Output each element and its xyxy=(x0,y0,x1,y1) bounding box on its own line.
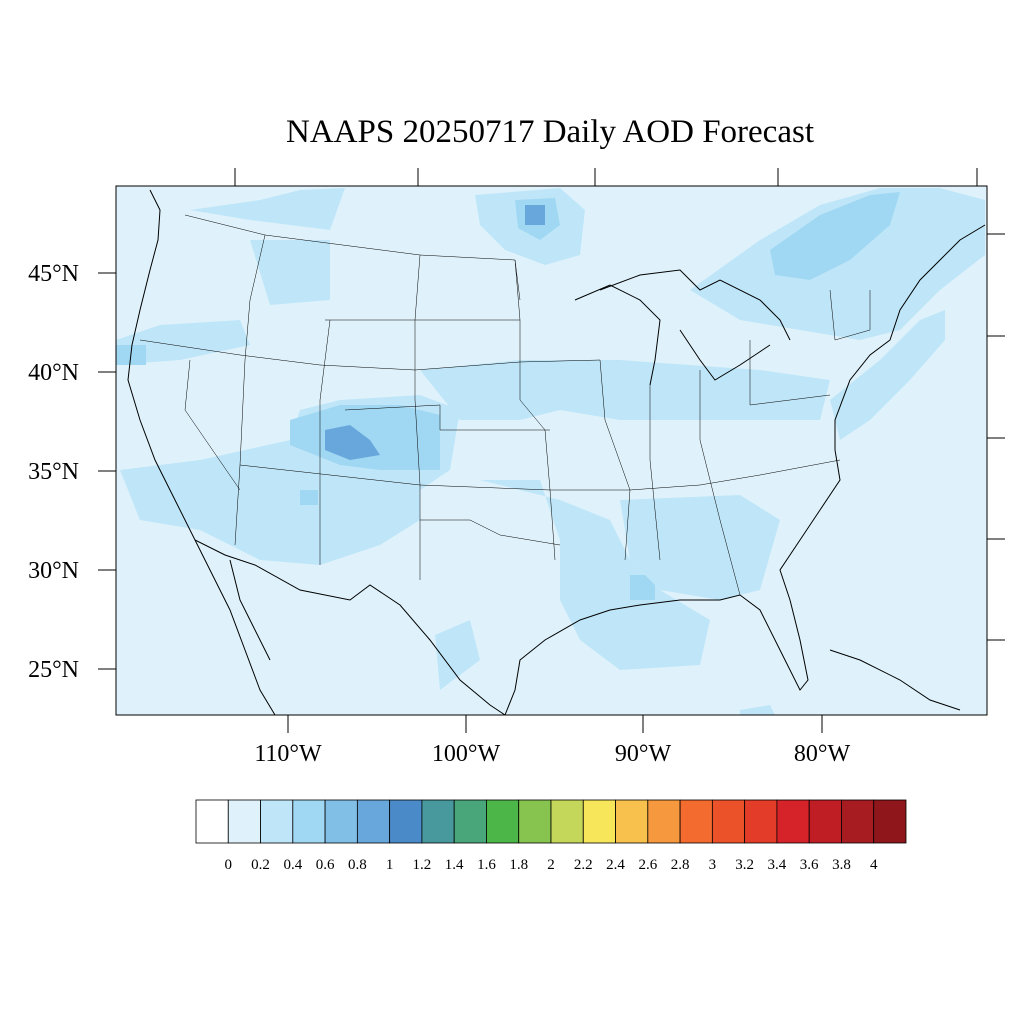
plume-colorado-core xyxy=(325,425,380,460)
east-coast-line xyxy=(504,224,986,716)
colorbar-label: 1.4 xyxy=(445,857,464,873)
colorbar-swatch xyxy=(582,799,616,844)
colorbar-label: 3.8 xyxy=(832,857,851,873)
colorbar-label: 0 xyxy=(225,857,233,873)
lon-label: 100°W xyxy=(432,741,501,767)
plume-quebec-core xyxy=(770,192,900,280)
lon-label: 110°W xyxy=(254,741,322,767)
border-new-england xyxy=(829,289,871,341)
border-co-ks-south xyxy=(344,404,550,431)
plume-midwest xyxy=(420,360,830,420)
border-co-ks xyxy=(414,254,421,580)
lat-label: 35°N xyxy=(28,459,79,485)
colorbar-swatch xyxy=(453,799,487,844)
plume-east-coast xyxy=(830,310,945,440)
cuba-bahamas xyxy=(829,649,961,711)
plume-lake-superior-core xyxy=(525,205,545,225)
colorbar-label: 2 xyxy=(547,857,555,873)
colorbar-label: 3.4 xyxy=(768,857,787,873)
border-pa-ny xyxy=(749,340,831,406)
colorbar-label: 0.4 xyxy=(283,857,302,873)
colorbar-label: 3 xyxy=(709,857,717,873)
state-borders xyxy=(139,214,871,596)
colorbar xyxy=(195,799,907,844)
colorbar-swatch xyxy=(550,799,584,844)
gulf-of-california xyxy=(229,559,271,661)
chart-title: NAAPS 20250717 Daily AOD Forecast xyxy=(286,114,814,150)
colorbar-label: 0.6 xyxy=(316,857,335,873)
lake-michigan xyxy=(574,284,661,386)
colorbar-label: 2.6 xyxy=(638,857,657,873)
border-mo-west xyxy=(514,259,556,561)
colorbar-swatch xyxy=(227,799,261,844)
baja-coast xyxy=(194,539,276,716)
border-row-40 xyxy=(139,339,601,371)
plume-pacific-nw xyxy=(190,188,345,230)
border-tx-ok xyxy=(420,519,561,546)
colorbar-label: 1.6 xyxy=(477,857,496,873)
coastlines xyxy=(127,189,986,716)
colorbar-label: 4 xyxy=(870,857,878,873)
colorbar-swatch xyxy=(195,799,229,844)
lat-label: 45°N xyxy=(28,261,79,287)
colorbar-swatch xyxy=(356,799,391,844)
plume-cuba xyxy=(740,705,775,715)
plume-oregon xyxy=(116,320,250,365)
border-oh-ga xyxy=(699,370,741,596)
map-panel xyxy=(98,168,1005,733)
lat-label: 40°N xyxy=(28,360,79,386)
border-in-al xyxy=(649,385,661,561)
map-ticks xyxy=(98,168,1005,733)
colorbar-swatch xyxy=(389,799,423,844)
colorbar-label: 3.6 xyxy=(800,857,819,873)
colorbar-label: 3.2 xyxy=(735,857,754,873)
lat-label: 25°N xyxy=(28,657,79,683)
plume-arizona-core xyxy=(300,490,318,505)
colorbar-label: 2.2 xyxy=(574,857,593,873)
colorbar-swatch xyxy=(486,799,520,844)
colorbar-swatch xyxy=(292,799,326,844)
latitude-labels: 45°N 40°N 35°N 30°N 25°N xyxy=(28,261,79,683)
colorbar-swatch xyxy=(518,799,552,844)
colorbar-swatch xyxy=(776,799,810,844)
aod-plumes xyxy=(116,188,985,715)
lat-label: 30°N xyxy=(28,558,79,584)
border-mississippi xyxy=(599,359,631,561)
colorbar-labels: 0 0.2 0.4 0.6 0.8 1 1.2 1.4 1.6 1.8 2 2.2 2.4 2.6 2.8 3… xyxy=(225,857,878,873)
colorbar-label: 1.8 xyxy=(509,857,528,873)
colorbar-swatch xyxy=(711,799,746,844)
border-row-35 xyxy=(239,459,841,491)
border-ca-nv xyxy=(184,359,241,491)
colorbar-label: 0.2 xyxy=(251,857,270,873)
colorbar-swatch xyxy=(421,799,455,844)
plume-south-texas xyxy=(435,620,480,690)
plume-idaho xyxy=(250,240,330,305)
map-frame xyxy=(115,185,988,716)
colorbar-swatch xyxy=(873,799,907,844)
colorbar-label: 1.2 xyxy=(413,857,432,873)
colorbar-label: 2.8 xyxy=(671,857,690,873)
colorbar-swatch xyxy=(260,799,294,844)
colorbar-swatch xyxy=(647,799,681,844)
lon-label: 80°W xyxy=(794,741,851,767)
longitude-labels: 110°W 100°W 90°W 80°W xyxy=(254,741,850,767)
colorbar-swatch xyxy=(324,799,358,844)
colorbar-swatch xyxy=(744,799,778,844)
colorbar-label: 0.8 xyxy=(348,857,367,873)
border-nevada-east xyxy=(234,234,266,546)
colorbar-label: 1 xyxy=(386,857,394,873)
plume-southeast xyxy=(620,495,780,600)
great-lakes-outline xyxy=(599,269,791,341)
colorbar-swatch xyxy=(679,799,713,844)
colorbar-label: 2.4 xyxy=(606,857,625,873)
colorbar-swatch xyxy=(841,799,875,844)
lon-label: 90°W xyxy=(615,741,672,767)
colorbar-swatch xyxy=(615,799,649,844)
colorbar-swatch xyxy=(808,799,842,844)
border-az-nm xyxy=(319,319,331,565)
plume-gulf xyxy=(480,480,710,670)
